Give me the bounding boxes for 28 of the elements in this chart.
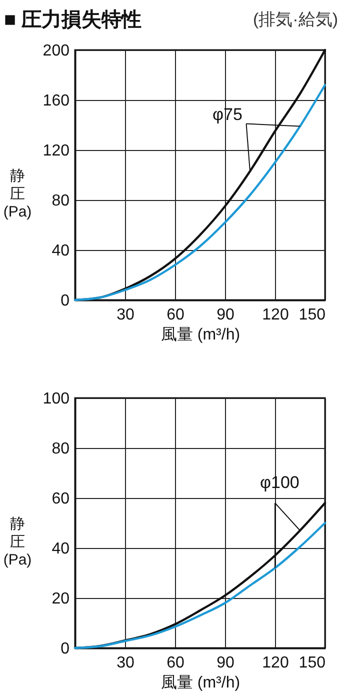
- x-tick-label: 150: [298, 306, 326, 324]
- x-tick-label: 90: [216, 654, 234, 672]
- y-axis-title: 静圧(Pa): [3, 516, 32, 568]
- y-axis-title: 静圧(Pa): [3, 168, 32, 220]
- x-tick-label: 120: [262, 306, 289, 324]
- y-tick-label: 0: [60, 292, 70, 310]
- y-tick-label: 200: [42, 42, 70, 60]
- x-tick-label: 120: [262, 654, 289, 672]
- x-tick-label: 60: [166, 306, 184, 324]
- x-tick-label: 90: [216, 306, 234, 324]
- y-tick-label: 60: [52, 490, 70, 508]
- x-tick-label: 150: [298, 654, 326, 672]
- y-tick-label: 80: [52, 192, 70, 210]
- y-tick-label: 20: [52, 590, 70, 608]
- x-axis-title: 風量 (m³/h): [160, 326, 240, 344]
- y-tick-label: 40: [52, 242, 70, 260]
- y-tick-label: 40: [52, 540, 70, 558]
- y-tick-label: 80: [52, 440, 70, 458]
- y-tick-label: 120: [42, 142, 70, 160]
- y-tick-label: 160: [42, 92, 70, 110]
- x-tick-label: 30: [116, 654, 134, 672]
- x-axis-title: 風量 (m³/h): [160, 674, 240, 692]
- x-tick-label: 30: [116, 306, 134, 324]
- x-tick-label: 60: [166, 654, 184, 672]
- y-tick-label: 100: [42, 390, 70, 408]
- chart-subtitle: (排気·給気): [253, 8, 338, 30]
- y-tick-label: 0: [60, 640, 70, 658]
- chart-title: ■ 圧力損失特性: [4, 8, 142, 32]
